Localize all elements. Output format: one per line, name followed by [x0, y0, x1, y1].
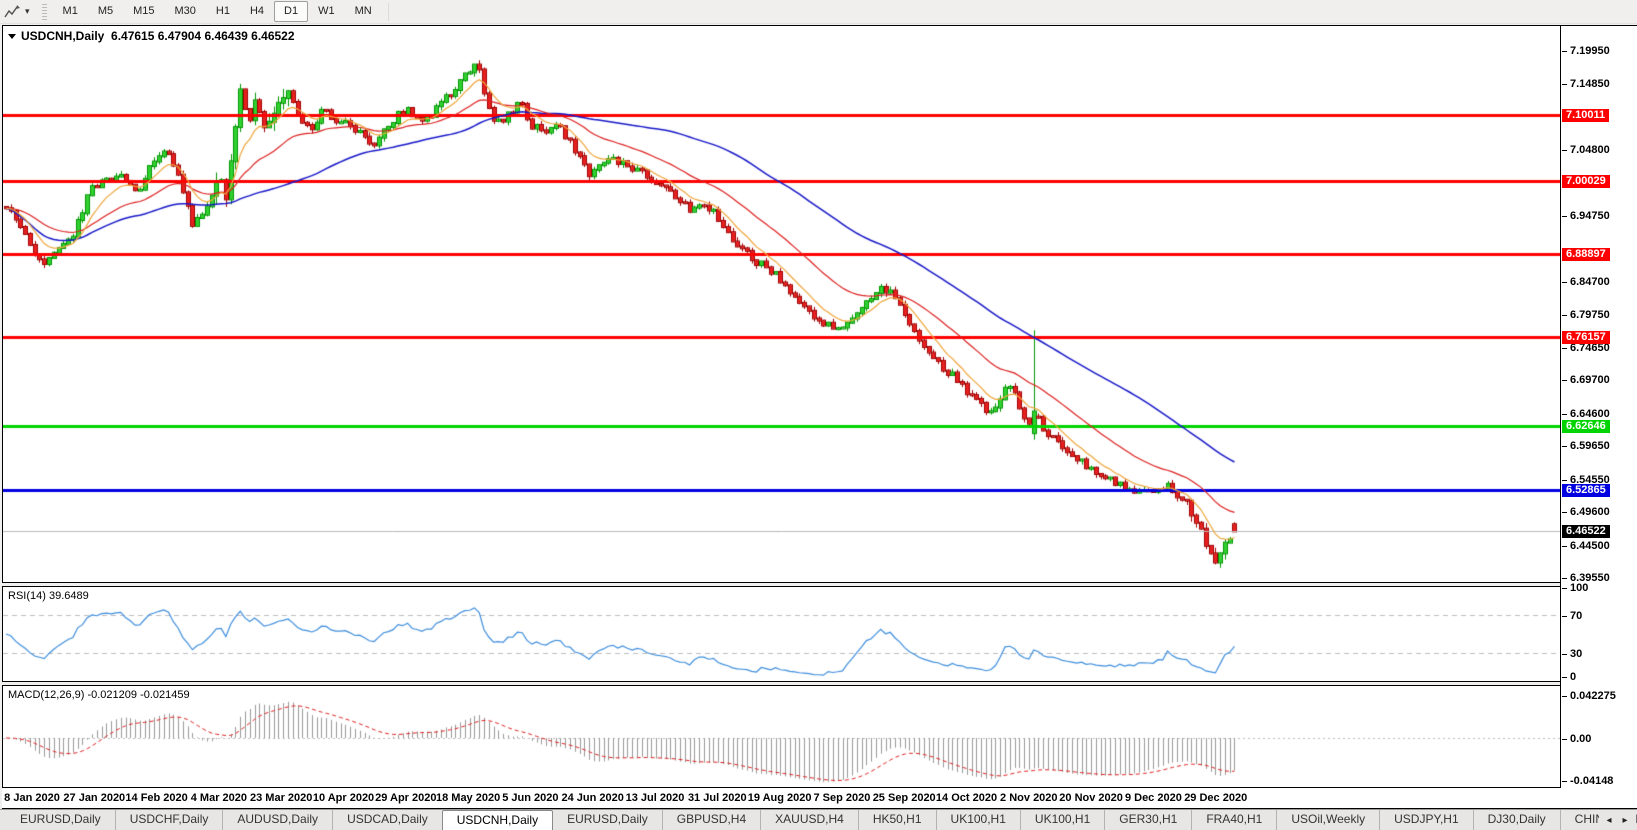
- price-tick-label: 6.44500: [1561, 540, 1610, 553]
- date-tick-label: 8 Jan 2020: [4, 792, 60, 804]
- rsi-tick-label: 70: [1561, 610, 1582, 623]
- toolbar-grip[interactable]: [41, 3, 47, 20]
- price-tick-label: 6.74650: [1561, 342, 1610, 355]
- rsi-tick-label: 0: [1561, 671, 1576, 684]
- chart-tab-eurusd-daily[interactable]: EURUSD,Daily: [20, 812, 101, 826]
- rsi-chart-canvas[interactable]: [3, 587, 1560, 681]
- price-tick-label: 7.14850: [1561, 78, 1610, 91]
- rsi-tick-label: 100: [1561, 582, 1588, 595]
- price-tick-label: 7.19950: [1561, 45, 1610, 58]
- date-tick-label: 18 May 2020: [435, 792, 501, 804]
- chart-title: USDCNH,Daily 6.47615 6.47904 6.46439 6.4…: [8, 29, 295, 43]
- price-chart-canvas[interactable]: [3, 26, 1560, 582]
- hline-price-label: 6.88897: [1562, 247, 1610, 261]
- timeframe-button-m5[interactable]: M5: [97, 5, 114, 17]
- price-tick-label: 6.69700: [1561, 374, 1610, 387]
- chart-tab-usdchf-daily[interactable]: USDCHF,Daily: [114, 810, 223, 830]
- tab-scroll-right-icon[interactable]: ▸: [1622, 814, 1628, 826]
- date-tick-label: 10 Apr 2020: [312, 792, 375, 804]
- timeframe-button-d1[interactable]: D1: [274, 1, 309, 22]
- timeframe-button-h4[interactable]: H4: [249, 5, 265, 17]
- macd-tick-label: 0.042275: [1561, 690, 1616, 703]
- chart-tab-usdcnh-daily[interactable]: USDCNH,Daily: [441, 810, 554, 830]
- price-tick-label: 6.79750: [1561, 309, 1610, 322]
- toolbar-separator: [387, 2, 389, 21]
- date-tick-label: 20 Nov 2020: [1059, 792, 1123, 804]
- timeframe-button-m30[interactable]: M30: [174, 5, 196, 17]
- timeframe-button-h1[interactable]: H1: [215, 5, 230, 17]
- date-tick-label: 2 Nov 2020: [1000, 792, 1058, 804]
- macd-tick-label: 0.00: [1561, 733, 1591, 746]
- rsi-panel: RSI(14) 39.6489: [2, 586, 1561, 682]
- date-tick-label: 23 Mar 2020: [249, 792, 313, 804]
- chart-tab-bar: EURUSD,Daily USDCHF,Daily AUDUSD,Daily USDC…: [0, 809, 1637, 830]
- dropdown-caret-icon[interactable]: ▾: [25, 6, 30, 16]
- date-tick-label: 14 Feb 2020: [125, 792, 188, 804]
- date-tick-label: 7 Sep 2020: [813, 792, 871, 804]
- chart-tabs: EURUSD,Daily USDCHF,Daily AUDUSD,Daily USDC…: [0, 810, 1637, 830]
- hline-price-label: 6.52865: [1562, 483, 1610, 497]
- macd-tick-label: -0.04148: [1561, 775, 1613, 788]
- date-tick-label: 9 Dec 2020: [1124, 792, 1182, 804]
- current-price-label: 6.46522: [1562, 525, 1610, 539]
- price-tick-label: 6.84700: [1561, 276, 1610, 289]
- date-tick-label: 4 Mar 2020: [190, 792, 248, 804]
- timeframe-button-w1[interactable]: W1: [318, 5, 335, 17]
- chart-tab-usdcad-daily[interactable]: USDCAD,Daily: [332, 810, 442, 830]
- chart-title-text: USDCNH,Daily 6.47615 6.47904 6.46439 6.4…: [21, 29, 295, 43]
- date-tick-label: 5 Jun 2020: [502, 792, 559, 804]
- timeframe-button-m15[interactable]: M15: [133, 5, 155, 17]
- price-tick-label: 6.39550: [1561, 572, 1610, 585]
- date-tick-label: 25 Sep 2020: [872, 792, 936, 804]
- date-tick-label: 24 Jun 2020: [561, 792, 624, 804]
- price-axis[interactable]: 7.19950 7.14850 7.04800 6.94750 6.84700 6.797…: [1560, 25, 1637, 789]
- date-tick-label: 14 Oct 2020: [935, 792, 998, 804]
- price-panel: USDCNH,Daily 6.47615 6.47904 6.46439 6.4…: [2, 25, 1561, 583]
- hline-price-label: 6.76157: [1562, 331, 1610, 345]
- chart-tab-ger30-h1[interactable]: GER30,H1: [1104, 810, 1191, 830]
- chart-tab-usoil-weekly[interactable]: USOil,Weekly: [1276, 810, 1379, 830]
- timeframe-button-mn[interactable]: MN: [354, 5, 372, 17]
- price-tick-label: 6.49600: [1561, 506, 1610, 519]
- chart-tab-uk100-h1[interactable]: UK100,H1: [1019, 810, 1104, 830]
- timeframe-button-m1[interactable]: M1: [62, 5, 78, 17]
- date-tick-label: 29 Apr 2020: [375, 792, 437, 804]
- date-tick-label: 29 Dec 2020: [1184, 792, 1248, 804]
- macd-chart-canvas[interactable]: [3, 686, 1560, 787]
- macd-panel: MACD(12,26,9) -0.021209 -0.021459: [2, 685, 1561, 788]
- timeframe-button-group: M1 M5 M15 M30 H1 H4 D1 W1 MN: [53, 0, 382, 23]
- date-tick-label: 27 Jan 2020: [63, 792, 126, 804]
- time-axis[interactable]: 8 Jan 2020 27 Jan 2020 14 Feb 2020 4 Mar 20…: [2, 788, 1637, 809]
- chart-tab-dj30-daily[interactable]: DJ30,Daily: [1472, 810, 1560, 830]
- chart-tab-eurusd-daily[interactable]: EURUSD,Daily: [567, 812, 648, 826]
- toolbar: ▾ M1 M5 M15 M30 H1 H4 D1 W1 MN: [0, 0, 1637, 24]
- hline-price-label: 7.10011: [1562, 109, 1610, 123]
- price-tick-label: 6.59650: [1561, 440, 1610, 453]
- line-studies-tool[interactable]: ▾: [0, 0, 34, 23]
- date-tick-label: 31 Jul 2020: [687, 792, 747, 804]
- chart-tab-uk100-h1[interactable]: UK100,H1: [935, 810, 1020, 830]
- macd-indicator-label: MACD(12,26,9) -0.021209 -0.021459: [8, 689, 190, 701]
- chart-tab-gbpusd-h4[interactable]: GBPUSD,H4: [661, 810, 760, 830]
- line-studies-icon[interactable]: [4, 4, 22, 19]
- chart-tab-audusd-daily[interactable]: AUDUSD,Daily: [222, 810, 332, 830]
- date-tick-label: 19 Aug 2020: [747, 792, 812, 804]
- chart-tab-usdjpy-h1[interactable]: USDJPY,H1: [1379, 810, 1472, 830]
- symbol-dropdown-icon[interactable]: [8, 34, 16, 39]
- price-tick-label: 7.04800: [1561, 144, 1610, 157]
- chart-tab-fra40-h1[interactable]: FRA40,H1: [1191, 810, 1276, 830]
- price-tick-label: 6.64600: [1561, 408, 1610, 421]
- rsi-tick-label: 30: [1561, 648, 1582, 661]
- tab-scroll-arrows: ◂ ▸: [1599, 810, 1635, 830]
- price-tick-label: 6.94750: [1561, 210, 1610, 223]
- hline-price-label: 7.00029: [1562, 174, 1610, 188]
- price-tick-label: 6.54550: [1561, 474, 1610, 487]
- date-tick-label: 13 Jul 2020: [625, 792, 685, 804]
- tab-scroll-left-icon[interactable]: ◂: [1606, 814, 1612, 826]
- hline-price-label: 6.62646: [1562, 419, 1610, 433]
- chart-tab-xauusd-h4[interactable]: XAUUSD,H4: [760, 810, 858, 830]
- rsi-indicator-label: RSI(14) 39.6489: [8, 590, 89, 602]
- chart-tab-hk50-h1[interactable]: HK50,H1: [857, 810, 936, 830]
